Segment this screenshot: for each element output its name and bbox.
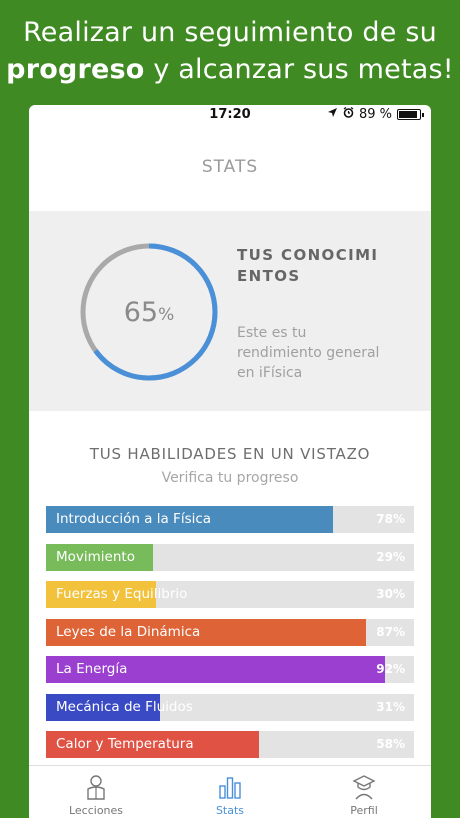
skills-subtitle: Verifica tu progreso bbox=[161, 470, 299, 486]
skill-bar-fill bbox=[46, 656, 385, 683]
skills-title: TUS HABILIDADES EN UN VISTAZO bbox=[89, 445, 371, 463]
promo-headline-line2-rest: y alcanzar sus metas! bbox=[144, 54, 454, 85]
knowledge-description: Este es tu rendimiento general en iFísic… bbox=[237, 325, 380, 381]
skill-bar-label: Fuerzas y Equilibrio bbox=[56, 586, 188, 602]
knowledge-percent: 65% bbox=[77, 240, 221, 384]
stats-icon bbox=[219, 777, 241, 799]
skill-bar-intro-fisica[interactable]: Introducción a la Física 78% bbox=[46, 506, 414, 533]
skill-bar-energia[interactable]: La Energía 92% bbox=[46, 656, 414, 683]
knowledge-title: TUS CONOCIMIENTOS bbox=[237, 246, 379, 285]
skill-bar-value: 92% bbox=[376, 662, 405, 676]
promo-headline-line1: Realizar un seguimiento de su bbox=[23, 17, 437, 48]
knowledge-percent-sign: % bbox=[158, 305, 175, 325]
skill-bar-label: Leyes de la Dinámica bbox=[56, 624, 201, 640]
progress-ring bbox=[80, 243, 218, 381]
profile-icon bbox=[352, 775, 376, 800]
promo-headline-line2: progreso y alcanzar sus metas! bbox=[0, 51, 460, 88]
location-arrow-icon bbox=[327, 107, 338, 122]
skill-bar-fill bbox=[46, 694, 161, 721]
tab-bar: Lecciones Stats Perfil bbox=[29, 765, 431, 818]
skill-bar-calor[interactable]: Calor y Temperatura 58% bbox=[46, 731, 414, 758]
skill-bar-movimiento[interactable]: Movimiento 29% bbox=[46, 544, 414, 571]
skill-bar-fill bbox=[46, 731, 260, 758]
status-time: 17:20 bbox=[209, 107, 251, 122]
knowledge-percent-value: 65 bbox=[123, 296, 159, 328]
skill-bar-leyes-dinamica[interactable]: Leyes de la Dinámica 87% bbox=[46, 619, 414, 646]
skill-bar-label: Movimiento bbox=[56, 549, 135, 565]
knowledge-panel: 65% TUS CONOCIMIENTOS Este es tu rendimi… bbox=[29, 211, 431, 411]
skill-bar-fill bbox=[46, 619, 367, 646]
skill-bar-value: 30% bbox=[376, 587, 405, 601]
battery-icon bbox=[397, 109, 424, 120]
skill-bar-fill bbox=[46, 506, 334, 533]
skill-bar-value: 78% bbox=[376, 512, 405, 526]
skill-bar-value: 29% bbox=[376, 550, 405, 564]
status-bar: 17:20 89 % bbox=[29, 105, 431, 127]
skill-bar-fuerzas[interactable]: Fuerzas y Equilibrio 30% bbox=[46, 581, 414, 608]
tab-label: Stats bbox=[215, 804, 245, 817]
skill-bar-fill bbox=[46, 544, 153, 571]
tab-lecciones[interactable]: Lecciones bbox=[29, 766, 163, 818]
skill-bar-value: 58% bbox=[376, 737, 405, 751]
battery-percent: 89 % bbox=[358, 107, 392, 122]
page-title: STATS bbox=[201, 157, 259, 177]
lessons-icon bbox=[87, 775, 105, 800]
tab-perfil[interactable]: Perfil bbox=[297, 766, 431, 818]
promo-headline-bold: progreso bbox=[6, 54, 145, 85]
skill-bar-fill bbox=[46, 581, 157, 608]
skill-bar-value: 31% bbox=[376, 700, 405, 714]
status-right: 89 % bbox=[327, 106, 424, 122]
tab-label: Perfil bbox=[350, 804, 378, 817]
progress-ring-arc bbox=[80, 243, 218, 381]
skill-bar-value: 87% bbox=[376, 625, 405, 639]
tab-stats[interactable]: Stats bbox=[163, 766, 297, 818]
phone-screen: 17:20 89 % STATS 65% TUS CONOCIMIENTOS E… bbox=[29, 105, 431, 818]
tab-label: Lecciones bbox=[68, 804, 124, 817]
alarm-clock-icon bbox=[343, 106, 354, 122]
skill-bar-fluidos[interactable]: Mecánica de Fluidos 31% bbox=[46, 694, 414, 721]
skill-bar-label: Introducción a la Física bbox=[56, 511, 212, 527]
skill-bar-label: Calor y Temperatura bbox=[56, 736, 194, 752]
promo-headline: Realizar un seguimiento de su progreso y… bbox=[0, 14, 460, 88]
skill-bar-label: Mecánica de Fluidos bbox=[56, 699, 193, 715]
skill-bar-label: La Energía bbox=[56, 661, 128, 677]
